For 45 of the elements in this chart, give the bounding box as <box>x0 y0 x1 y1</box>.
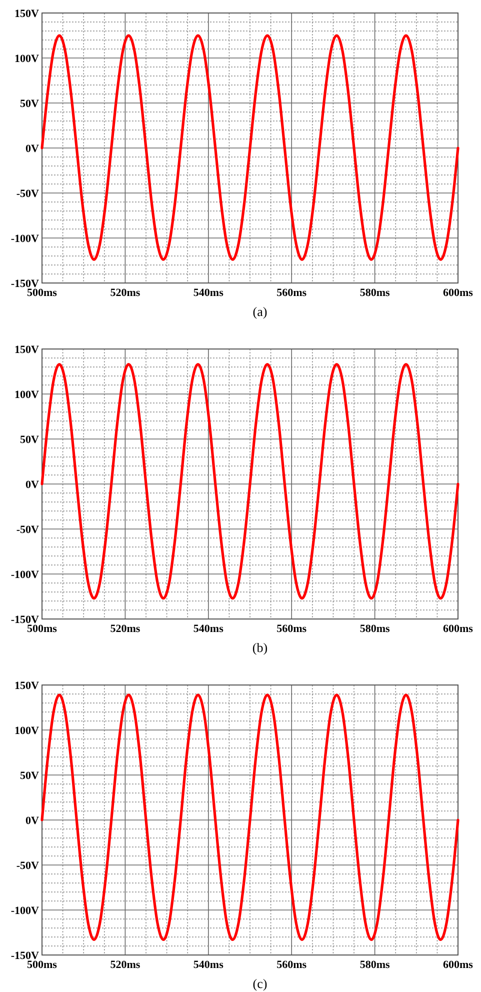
x-tick-label: 540ms <box>193 959 224 971</box>
x-tick-label: 520ms <box>110 959 141 971</box>
x-tick-label: 560ms <box>276 287 308 299</box>
y-tick-label: -100V <box>10 569 40 581</box>
x-tick-label: 540ms <box>193 287 224 299</box>
x-tick-label: 580ms <box>360 287 390 299</box>
y-tick-label: 100V <box>14 389 40 401</box>
y-tick-label: 0V <box>26 143 40 155</box>
y-tick-label: 150V <box>14 680 40 692</box>
x-tick-label: 520ms <box>110 623 141 635</box>
x-tick-label: 600ms <box>443 959 474 971</box>
x-tick-label: 560ms <box>276 623 308 635</box>
y-tick-label: -150V <box>10 614 40 626</box>
text: (a) <box>252 304 268 319</box>
x-tick-label: 500ms <box>27 287 58 299</box>
x-tick-label: 500ms <box>27 623 58 635</box>
line-series <box>40 363 460 600</box>
y-tick-label: 0V <box>26 479 40 491</box>
y-tick-label: -100V <box>10 233 40 245</box>
y-tick-label: -50V <box>16 188 40 200</box>
x-tick-label: 600ms <box>443 623 474 635</box>
y-tick-label: 150V <box>14 8 40 20</box>
text: (b) <box>252 640 268 655</box>
x-tick-label: 600ms <box>443 287 474 299</box>
y-tick-label: -50V <box>16 524 40 536</box>
text: (c) <box>252 976 268 991</box>
y-tick-label: 100V <box>14 725 40 737</box>
y-tick-label: 50V <box>20 434 40 446</box>
y-tick-label: 100V <box>14 53 40 65</box>
y-tick-label: 0V <box>26 815 40 827</box>
x-tick-label: 520ms <box>110 287 141 299</box>
y-tick-label: 50V <box>20 98 40 110</box>
y-tick-label: 50V <box>20 770 40 782</box>
line-series <box>40 34 460 261</box>
y-tick-label: 150V <box>14 344 40 356</box>
y-tick-label: -150V <box>10 278 40 290</box>
x-tick-label: 560ms <box>276 959 308 971</box>
y-tick-label: -100V <box>10 905 40 917</box>
x-tick-label: 580ms <box>360 623 390 635</box>
y-tick-label: -50V <box>16 860 40 872</box>
x-tick-label: 580ms <box>360 959 390 971</box>
x-tick-label: 540ms <box>193 623 224 635</box>
line-series <box>40 694 460 941</box>
x-tick-label: 500ms <box>27 959 58 971</box>
y-tick-label: -150V <box>10 950 40 962</box>
